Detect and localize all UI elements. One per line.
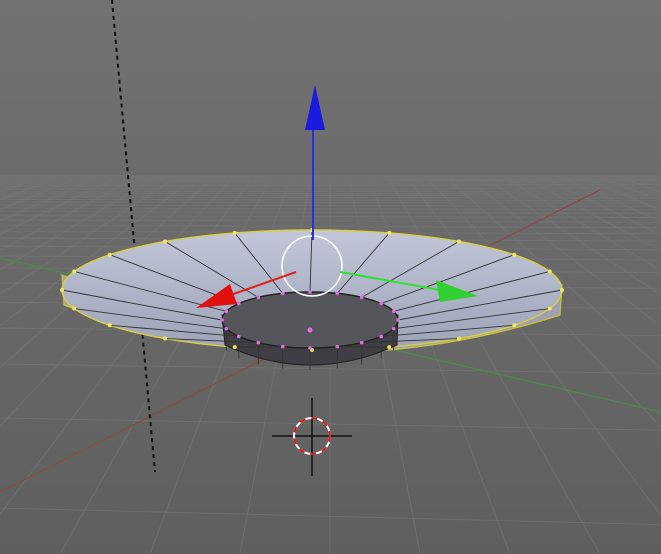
- cursor-ring-red: [293, 417, 331, 455]
- mesh-edge: [397, 289, 563, 321]
- grid-line: [448, 179, 661, 370]
- 3d-cursor: [272, 398, 352, 476]
- grid-line: [0, 194, 661, 197]
- mesh-edge: [361, 241, 460, 298]
- mesh-vertex: [281, 344, 285, 349]
- grid-line: [0, 190, 661, 193]
- mesh: [60, 228, 564, 370]
- mesh-vertex: [396, 318, 400, 322]
- mesh-vertex: [308, 290, 312, 294]
- mesh-edge: [393, 271, 550, 312]
- grid-line: [0, 417, 661, 431]
- grid-line: [0, 219, 661, 223]
- grid-line: [0, 224, 661, 229]
- mesh-vertex: [107, 252, 112, 257]
- grid-line: [0, 187, 661, 190]
- gizmo: [196, 85, 478, 308]
- grid-line: [0, 207, 661, 211]
- mesh-vertex: [359, 295, 364, 300]
- mesh-edge: [381, 254, 515, 304]
- mesh-vertex: [232, 230, 237, 235]
- grid-line: [428, 179, 661, 428]
- mesh-edge: [361, 338, 459, 344]
- gizmo-x-shaft: [224, 271, 297, 298]
- grid-line: [0, 192, 661, 195]
- mesh-vertex: [220, 318, 224, 322]
- mesh-vertex: [379, 334, 383, 339]
- grid-line: [0, 196, 661, 199]
- mesh-edge: [381, 324, 515, 337]
- grid-line: [0, 363, 661, 374]
- mesh-vertex: [512, 252, 517, 257]
- grid-line: [0, 179, 172, 295]
- mesh-vertex: [224, 309, 229, 314]
- mesh-vertex: [560, 288, 564, 292]
- mesh-vertices: [60, 228, 564, 352]
- mesh-edge: [336, 232, 390, 294]
- mesh-vertex: [456, 336, 461, 341]
- mesh-vertex: [335, 344, 339, 349]
- mesh-vertex: [456, 239, 461, 244]
- grid-line: [0, 186, 661, 188]
- mesh-vertex: [281, 291, 285, 296]
- grid-line: [0, 189, 661, 191]
- grid-line: [0, 201, 661, 204]
- mesh-vertex: [512, 323, 517, 328]
- mesh-vertex: [335, 291, 339, 296]
- grid-line: [0, 204, 661, 207]
- mesh-vertex: [391, 309, 396, 314]
- mesh-vertex: [359, 340, 364, 345]
- mesh-vertex: [547, 306, 552, 311]
- grid-line: [488, 179, 661, 296]
- grid-line: [507, 179, 661, 272]
- mesh-edge: [61, 289, 223, 321]
- grid-line: [527, 179, 661, 252]
- mesh-vertex: [72, 306, 77, 311]
- mesh-edge: [393, 308, 550, 330]
- grid-line: [0, 507, 661, 526]
- dashed-line: [111, 0, 156, 473]
- mesh-vertex: [163, 239, 168, 244]
- gizmo-z-head: [305, 85, 325, 130]
- mesh-edge: [234, 232, 284, 294]
- mesh-origin: [307, 327, 313, 333]
- mesh-vertex: [547, 269, 552, 274]
- mesh-hole: [221, 291, 399, 349]
- mesh-vertex: [107, 323, 112, 328]
- grid-line: [0, 184, 661, 187]
- mesh-vertex: [237, 334, 241, 339]
- mesh-edge: [165, 338, 259, 344]
- mesh-vertex: [387, 230, 392, 235]
- mesh-vertex: [72, 269, 77, 274]
- grid-line: [0, 179, 153, 271]
- mesh-vertex: [379, 301, 383, 306]
- mesh-vertex: [256, 340, 261, 345]
- grid-line: [468, 179, 661, 328]
- grid-line: [0, 179, 133, 251]
- grid-line: [0, 198, 661, 202]
- mesh-edge: [109, 324, 239, 337]
- mesh-vertex: [232, 345, 237, 350]
- gizmo-x-head: [196, 284, 237, 308]
- mesh-edge: [74, 308, 227, 330]
- grid-line: [0, 211, 661, 214]
- mesh-vertex: [163, 336, 168, 341]
- mesh-vertex: [60, 288, 64, 292]
- grid-line: [0, 179, 212, 369]
- gizmo-y-head: [436, 280, 478, 302]
- grid-line: [0, 215, 661, 219]
- mesh-vertex: [308, 346, 312, 350]
- mesh-vertex: [391, 326, 396, 331]
- mesh-vertex: [224, 326, 229, 331]
- mesh-vertex: [256, 295, 261, 300]
- mesh-edge: [164, 241, 259, 298]
- mesh-vertex: [387, 345, 392, 350]
- mesh-edge: [309, 229, 313, 293]
- grid-line: [0, 179, 192, 327]
- mesh-vertex: [237, 301, 241, 306]
- gizmo-y-shaft: [339, 271, 441, 291]
